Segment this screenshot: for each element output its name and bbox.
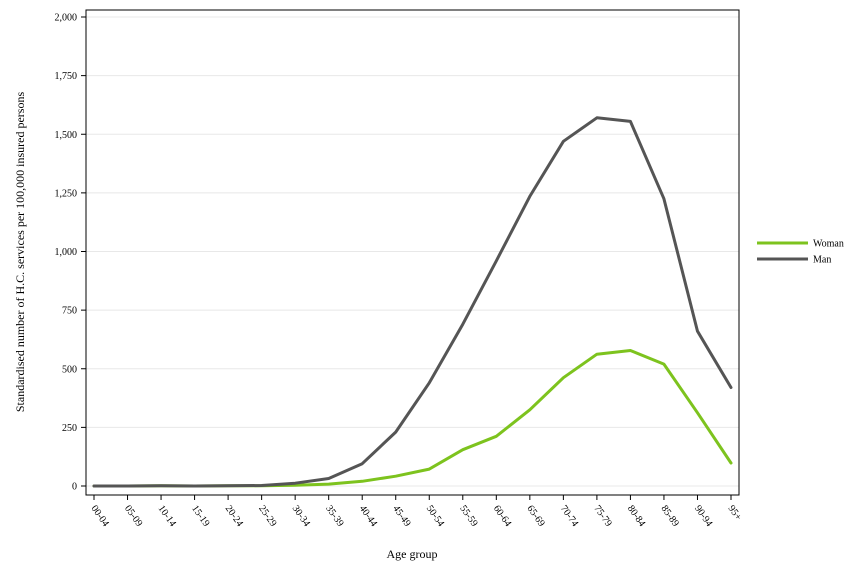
series-lines xyxy=(92,116,733,488)
legend: Woman Man xyxy=(757,239,844,266)
x-tick-label: 70-74 xyxy=(558,503,580,528)
x-tick-label: 75-79 xyxy=(591,503,613,528)
y-tick-label: 250 xyxy=(62,423,77,434)
x-tick-label: 90-94 xyxy=(692,503,714,528)
x-tick-label: 45-49 xyxy=(390,503,412,528)
x-tick-label: 40-44 xyxy=(357,503,379,528)
x-tick-label: 80-84 xyxy=(625,503,647,528)
x-tick-label: 10-14 xyxy=(156,503,178,528)
y-axis-title: Standardised number of H.C. services per… xyxy=(13,92,27,413)
x-tick-label: 85-89 xyxy=(658,503,680,528)
x-tick-label: 20-24 xyxy=(223,503,245,528)
x-tick-label: 60-64 xyxy=(491,503,513,528)
y-axis-ticks: 0 250 500 750 1,000 1,250 1,500 1,750 2,000 xyxy=(55,13,86,493)
x-tick-label: 25-29 xyxy=(256,503,278,528)
x-tick-label: 00-04 xyxy=(89,503,111,528)
y-tick-label: 1,250 xyxy=(55,188,78,199)
x-tick-label: 35-39 xyxy=(323,503,345,528)
y-tick-label: 500 xyxy=(62,364,77,375)
x-axis-ticks: 00-04 05-09 10-14 15-19 20-24 25-29 30-34 35-39… xyxy=(89,495,744,529)
grid-lines xyxy=(86,16,739,487)
y-tick-label: 1,750 xyxy=(55,71,78,82)
x-tick-label: 05-09 xyxy=(122,503,144,528)
legend-label-woman: Woman xyxy=(813,239,844,250)
y-tick-label: 750 xyxy=(62,306,77,317)
x-tick-label: 15-19 xyxy=(189,503,211,528)
plot-background xyxy=(86,10,739,495)
y-tick-label: 0 xyxy=(72,482,77,493)
x-tick-label: 65-69 xyxy=(524,503,546,528)
x-tick-label: 30-34 xyxy=(290,503,312,528)
y-tick-label: 1,000 xyxy=(55,247,78,258)
y-tick-label: 1,500 xyxy=(55,130,78,141)
plot-frame xyxy=(85,9,740,496)
x-tick-label: 95+ xyxy=(726,503,744,522)
x-tick-label: 50-54 xyxy=(424,503,446,528)
series-line-man xyxy=(92,116,733,488)
x-tick-label: 55-59 xyxy=(457,503,479,528)
legend-label-man: Man xyxy=(813,255,831,266)
y-tick-label: 2,000 xyxy=(55,13,78,24)
x-axis-title: Age group xyxy=(387,547,438,561)
